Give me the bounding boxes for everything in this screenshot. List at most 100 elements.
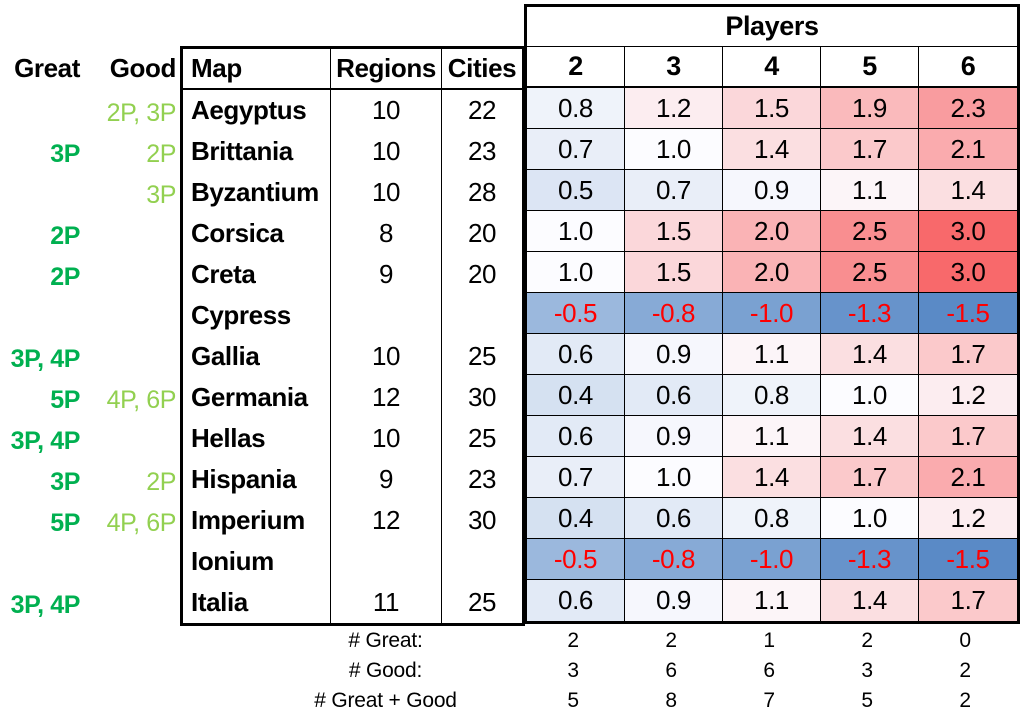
rating-cell: -0.5 [527, 293, 625, 334]
rating-cell: 3.0 [919, 252, 1017, 293]
rating-cell: -1.5 [919, 293, 1017, 334]
cities-cell: 30 [467, 382, 497, 412]
cities-header: Cities [442, 49, 522, 90]
rating-cell: 1.5 [723, 88, 821, 129]
rating-cell: 1.1 [723, 416, 821, 457]
great-tag [0, 544, 88, 585]
rating-cell: 1.7 [919, 580, 1017, 621]
rating-cell: 2.3 [919, 88, 1017, 129]
rating-cell: 1.0 [821, 375, 919, 416]
great-tag [0, 298, 88, 339]
summary-value: 2 [861, 629, 873, 652]
summary-section: # Great: 2 2 1 2 0 # Good: 3 6 6 3 2 # Great + Good 5… [0, 626, 1019, 716]
summary-value: 7 [763, 689, 775, 712]
cities-cell: 28 [467, 177, 497, 207]
great-tag: 3P, 4P [10, 427, 81, 455]
good-tag: 2P, 3P [106, 99, 177, 127]
summary-spacer [441, 656, 524, 686]
player-count-header: 3 [625, 47, 723, 88]
rating-cell: -1.5 [919, 539, 1017, 580]
regions-cell [331, 541, 442, 582]
regions-cell: 10 [331, 131, 442, 172]
cities-cell: 20 [467, 218, 497, 248]
rating-cell: 1.9 [821, 88, 919, 129]
cities-cell [442, 541, 522, 582]
rating-cell: 0.7 [625, 170, 723, 211]
player-count-header: 2 [527, 47, 625, 88]
rating-cell: 1.7 [821, 457, 919, 498]
map-name-cell: Italia [183, 582, 331, 623]
map-name-cell: Germania [183, 377, 331, 418]
good-tag: 2P [146, 468, 176, 496]
rating-cell: 0.9 [625, 580, 723, 621]
rating-cell: -0.5 [527, 539, 625, 580]
rating-cell: 2.5 [821, 211, 919, 252]
summary-label: # Great: [348, 629, 423, 652]
summary-value: 2 [959, 659, 971, 682]
summary-value: 5 [861, 689, 873, 712]
great-tag: 3P [50, 140, 80, 168]
summary-spacer [441, 626, 524, 656]
map-name-cell: Corsica [183, 213, 331, 254]
player-count-header: 4 [723, 47, 821, 88]
rating-cell: 3.0 [919, 211, 1017, 252]
good-tag [88, 585, 178, 626]
map-name-cell: Creta [183, 254, 331, 295]
regions-cell: 10 [331, 418, 442, 459]
rating-cell: 1.4 [821, 416, 919, 457]
cities-cell: 23 [467, 464, 497, 494]
rating-cell: 2.5 [821, 252, 919, 293]
regions-cell: 8 [331, 213, 442, 254]
great-tag: 5P [50, 386, 80, 414]
rating-cell: 1.2 [919, 375, 1017, 416]
rating-cell: 1.4 [723, 457, 821, 498]
players-title: Players [527, 7, 1017, 47]
summary-spacer [441, 686, 524, 716]
summary-value: 3 [567, 659, 579, 682]
summary-value: 3 [861, 659, 873, 682]
summary-value: 6 [665, 659, 677, 682]
rating-cell: 0.9 [625, 416, 723, 457]
rating-cell: 1.0 [527, 211, 625, 252]
rating-cell: 1.0 [527, 252, 625, 293]
rating-cell: 1.0 [625, 129, 723, 170]
rating-cell: 1.4 [919, 170, 1017, 211]
great-tag: 5P [50, 509, 80, 537]
summary-value: 5 [567, 689, 579, 712]
summary-value: 0 [959, 629, 971, 652]
summary-label: # Good: [348, 659, 423, 682]
good-tag [88, 257, 178, 298]
map-name-cell: Hispania [183, 459, 331, 500]
rating-cell: 0.6 [625, 375, 723, 416]
great-tag: 2P [50, 222, 80, 250]
map-name-cell: Ionium [183, 541, 331, 582]
regions-cell: 11 [331, 582, 442, 623]
summary-spacer [0, 656, 330, 686]
summary-value: 8 [665, 689, 677, 712]
good-tag [88, 339, 178, 380]
rating-cell: 1.7 [821, 129, 919, 170]
map-header: Map [183, 49, 331, 90]
cities-cell: 20 [467, 259, 497, 289]
regions-header: Regions [331, 49, 442, 90]
rating-cell: 2.1 [919, 129, 1017, 170]
cities-cell: 22 [467, 95, 497, 125]
rating-cell: 0.9 [625, 334, 723, 375]
good-tag: 2P [146, 140, 176, 168]
rating-cell: 0.7 [527, 129, 625, 170]
map-name-cell: Aegyptus [183, 90, 331, 131]
regions-cell: 10 [331, 336, 442, 377]
rating-cell: 0.6 [527, 580, 625, 621]
rating-cell: 1.1 [723, 580, 821, 621]
rating-cell: 0.6 [527, 416, 625, 457]
rating-cell: -0.8 [625, 293, 723, 334]
great-tag: 3P [50, 468, 80, 496]
good-tag: 4P, 6P [106, 386, 177, 414]
rating-cell: 0.4 [527, 375, 625, 416]
rating-cell: 1.7 [919, 416, 1017, 457]
player-count-header: 6 [919, 47, 1017, 88]
good-tag [88, 298, 178, 339]
players-table: Players 2 3 4 5 6 0.8 1.2 1.5 1.9 2.3 0.7 1.0 1.4 1.7… [524, 4, 1020, 624]
summary-value: 2 [959, 689, 971, 712]
